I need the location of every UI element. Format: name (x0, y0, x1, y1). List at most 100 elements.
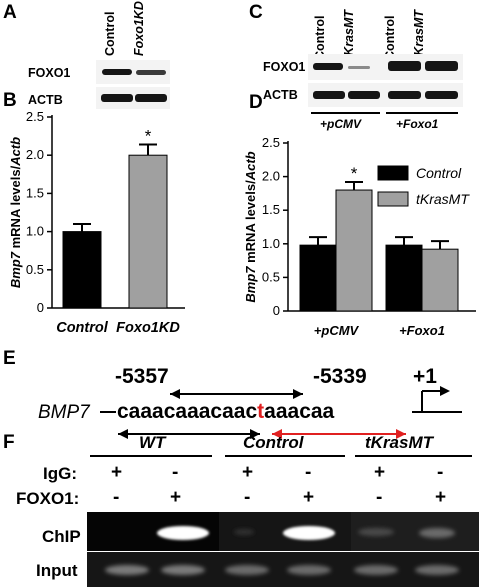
panel-c-actb-band-2 (348, 91, 380, 99)
panel-e-label: E (3, 348, 16, 369)
panel-c-group-line-pcmv (311, 112, 380, 114)
panel-c-row-foxo1: FOXO1 (263, 60, 306, 74)
panel-d-ytick-label: 2.5 (262, 135, 280, 150)
panel-f-group-line-control (225, 455, 345, 457)
panel-f-igg-3: + (242, 462, 254, 483)
panel-a-actb-band-foxo1kd (135, 94, 167, 102)
panel-d-category-2: +Foxo1 (399, 323, 445, 338)
panel-a-row-actb: ACTB (28, 93, 63, 107)
panel-b-category-2: Foxo1KD (116, 320, 180, 336)
panel-a-foxo1-blot (96, 60, 170, 84)
panel-e-bottom-arrow (118, 429, 260, 439)
panel-f-foxo1-5: - (376, 487, 383, 508)
panel-c-group-line-foxo1 (386, 112, 458, 114)
panel-d-significance: * (351, 164, 358, 183)
panel-a-foxo1-band-control (102, 69, 132, 75)
panel-f-group-control: Control (243, 433, 304, 452)
panel-e-tss-arrow (412, 386, 462, 413)
panel-b-bar-2 (128, 154, 168, 309)
panel-f-igg-5: + (374, 462, 386, 483)
panel-f-foxo1-4: + (303, 487, 315, 508)
panel-c-foxo1-band-4 (425, 61, 458, 71)
panel-d-legend-swatch-2 (377, 191, 409, 207)
panel-d-legend-swatch-1 (377, 165, 409, 181)
panel-d-label: D (249, 92, 263, 113)
panel-f-foxo1-6: + (435, 487, 447, 508)
panel-f-row-input: Input (36, 561, 78, 580)
panel-b-bar-1 (62, 231, 102, 309)
panel-f-foxo1-2: + (170, 487, 182, 508)
panel-d-ytick-label: 2.0 (262, 169, 280, 184)
panel-a-actb-blot (96, 87, 170, 109)
panel-c-lane-4: tKrasMT (412, 9, 426, 60)
panel-f-row-chip: ChIP (42, 527, 81, 546)
panel-d-legend-label-2: tKrasMT (416, 191, 470, 207)
panel-a-actb-band-control (101, 94, 133, 102)
panel-d-bar-control-1 (299, 244, 337, 312)
panel-c-group-pcmv: +pCMV (320, 117, 362, 131)
panel-c-foxo1-blot (308, 54, 463, 80)
panel-b-ytick-label: 0.5 (26, 262, 44, 277)
panel-b-ylabel: Bmp7 mRNA levels/Actb (8, 137, 23, 288)
panel-c-actb-band-4 (425, 91, 458, 99)
panel-d-ylabel: Bmp7 mRNA levels/Actb (243, 151, 258, 302)
panel-a-lane-foxo1kd: Foxo1KD (132, 1, 146, 56)
panel-b-ytick-label: 2.0 (26, 147, 44, 162)
panel-f-row-igg: IgG: (43, 464, 77, 483)
panel-c-actb-band-1 (313, 91, 345, 99)
panel-d-bar-control-2 (385, 244, 423, 312)
panel-b-ytick-label: 2.5 (26, 109, 44, 124)
panel-f-group-wt: WT (139, 433, 166, 452)
panel-c-row-actb: ACTB (263, 88, 298, 102)
panel-e-sequence: caaacaaacaactaaacaa (117, 400, 335, 423)
panel-d-chart: 0 0.5 1.0 1.5 2.0 2.5 * +pCMV +Foxo1 Control tKras… (243, 135, 476, 338)
panel-d-bar-tkrasmt-2 (421, 248, 459, 312)
panel-f-foxo1-3: - (244, 487, 251, 508)
panel-e-pos-left: -5357 (115, 365, 169, 388)
panel-b-significance: * (145, 127, 152, 146)
panel-f-igg-2: - (172, 462, 179, 483)
panel-c-group-foxo1: +Foxo1 (396, 117, 439, 131)
panel-d-ytick-label: 0 (273, 303, 280, 318)
panel-f-igg-6: - (437, 462, 444, 483)
panel-a-row-foxo1: FOXO1 (28, 66, 71, 80)
panel-f-foxo1-1: - (113, 487, 120, 508)
panel-f-group-line-tkrasmt (355, 455, 472, 457)
panel-f-gel (87, 512, 479, 587)
panel-d-category-1: +pCMV (314, 323, 360, 338)
panel-c-actb-band-3 (388, 91, 421, 99)
panel-e-diagram: -5357 -5339 +1 BMP7 caaacaaacaactaaacaa (38, 365, 462, 439)
panel-f-igg-1: + (111, 462, 123, 483)
panel-d-legend-label-1: Control (416, 165, 462, 181)
panel-f-igg-4: - (305, 462, 312, 483)
panel-b-chart: 0 0.5 1.0 1.5 2.0 2.5 Control Foxo1KD * Bmp7 mRNA… (8, 109, 185, 336)
panel-d-bar-tkrasmt-1 (335, 189, 373, 312)
panel-b-ytick-label: 1.5 (26, 185, 44, 200)
panel-f-chip-gel (87, 512, 479, 551)
panel-e-pos-right: -5339 (313, 365, 367, 388)
panel-f-chip-band-control (283, 526, 335, 540)
panel-a-foxo1-band-foxo1kd (136, 70, 166, 75)
panel-b-label: B (3, 90, 17, 111)
panel-c-foxo1-band-2 (348, 66, 370, 69)
panel-b-category-1: Control (56, 320, 109, 336)
panel-f-row-foxo1: FOXO1: (16, 489, 80, 508)
panel-c-lane-2: tKrasMT (342, 9, 356, 60)
panel-a-label: A (3, 2, 17, 23)
panel-f-label: F (3, 432, 15, 453)
panel-e-tss-label: +1 (413, 365, 437, 388)
panel-e-gene-label: BMP7 (38, 402, 91, 423)
panel-f-chip-band-tkrasmt (419, 528, 455, 538)
panel-e-top-arrow (170, 389, 303, 399)
panel-f-group-tkrasmt: tKrasMT (365, 433, 434, 452)
panel-c-actb-blot (308, 83, 463, 107)
panel-c-foxo1-band-1 (313, 63, 343, 70)
panel-f-group-line-wt (90, 455, 212, 457)
panel-b-ytick-label: 0 (37, 300, 44, 315)
panel-b-ytick-label: 1.0 (26, 224, 44, 239)
panel-c-foxo1-band-3 (388, 61, 421, 71)
panel-e-red-arrow (272, 429, 406, 439)
panel-d-ytick-label: 0.5 (262, 269, 280, 284)
panel-d-ytick-label: 1.5 (262, 202, 280, 217)
